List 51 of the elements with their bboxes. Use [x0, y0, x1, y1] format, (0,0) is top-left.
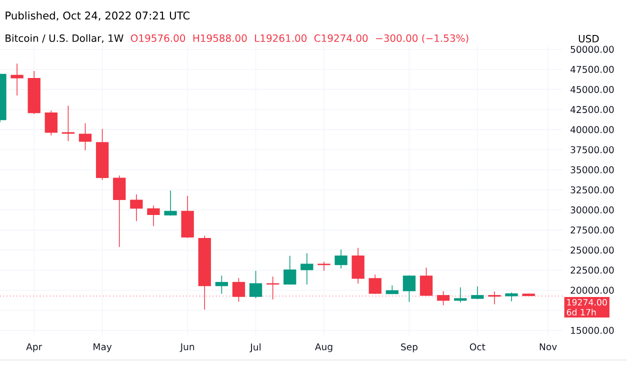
y-axis-title: USD [578, 34, 599, 42]
candlestick [10, 63, 24, 96]
candlestick [402, 274, 416, 302]
candlestick [78, 122, 92, 151]
y-tick-label: 30000.00 [570, 206, 614, 214]
candlestick [62, 105, 75, 142]
candlestick [113, 175, 126, 248]
chart-title: Published, Oct 24, 2022 07:21 UTC [6, 11, 190, 21]
x-tick-label: Nov [540, 343, 557, 350]
y-tick-label: 32500.00 [570, 186, 614, 194]
y-tick-label: 40000.00 [570, 126, 614, 134]
chart-subtitle: Bitcoin / U.S. Dollar, 1W [6, 34, 124, 43]
y-tick-label: 42500.00 [570, 106, 614, 114]
x-tick-label: May [94, 343, 112, 352]
text: L19261.00 [255, 34, 306, 42]
x-tick-label: Jul [250, 343, 260, 352]
text: O19576.00 [130, 34, 186, 42]
candlestick [284, 255, 296, 285]
candlestick [352, 248, 364, 284]
y-tick-label: 22500.00 [570, 266, 614, 274]
y-tick-label: 15000.00 [571, 326, 614, 334]
candlestick [334, 249, 348, 269]
candlestick [300, 252, 314, 285]
candlestick [266, 276, 280, 300]
candlestick [147, 205, 160, 227]
x-tick-label: Aug [314, 343, 332, 352]
y-tick-label: 25000.00 [570, 246, 614, 254]
x-tick-label: Oct [470, 343, 486, 350]
y-tick-label: 45000.00 [570, 86, 614, 93]
candlestick [44, 110, 58, 136]
y-tick-label: 47500.00 [570, 66, 614, 73]
y-tick-label: 27500.00 [570, 226, 614, 234]
candlestick [318, 261, 330, 272]
x-tick-label: Apr [26, 343, 42, 352]
x-tick-label: Jun [180, 343, 194, 352]
text: C19274.00 [314, 34, 368, 42]
text: 6d 17h [566, 308, 596, 316]
y-tick-label: 35000.00 [570, 166, 614, 174]
candlestick [164, 190, 177, 216]
y-tick-label: 20000.00 [570, 286, 614, 294]
ref-line-label: 19274.00 [567, 299, 607, 306]
text: H19588.00 [193, 34, 247, 42]
y-tick-label: 37500.00 [570, 146, 614, 154]
candlestick [471, 286, 484, 300]
candlestick [249, 270, 262, 299]
y-tick-label: 50000.00 [570, 46, 614, 53]
x-tick-label: Sep [401, 343, 418, 352]
text: −300.00 (−1.53%) [376, 34, 468, 44]
candlestick [130, 194, 143, 222]
candlestick [454, 286, 467, 303]
candlestick [215, 275, 228, 294]
